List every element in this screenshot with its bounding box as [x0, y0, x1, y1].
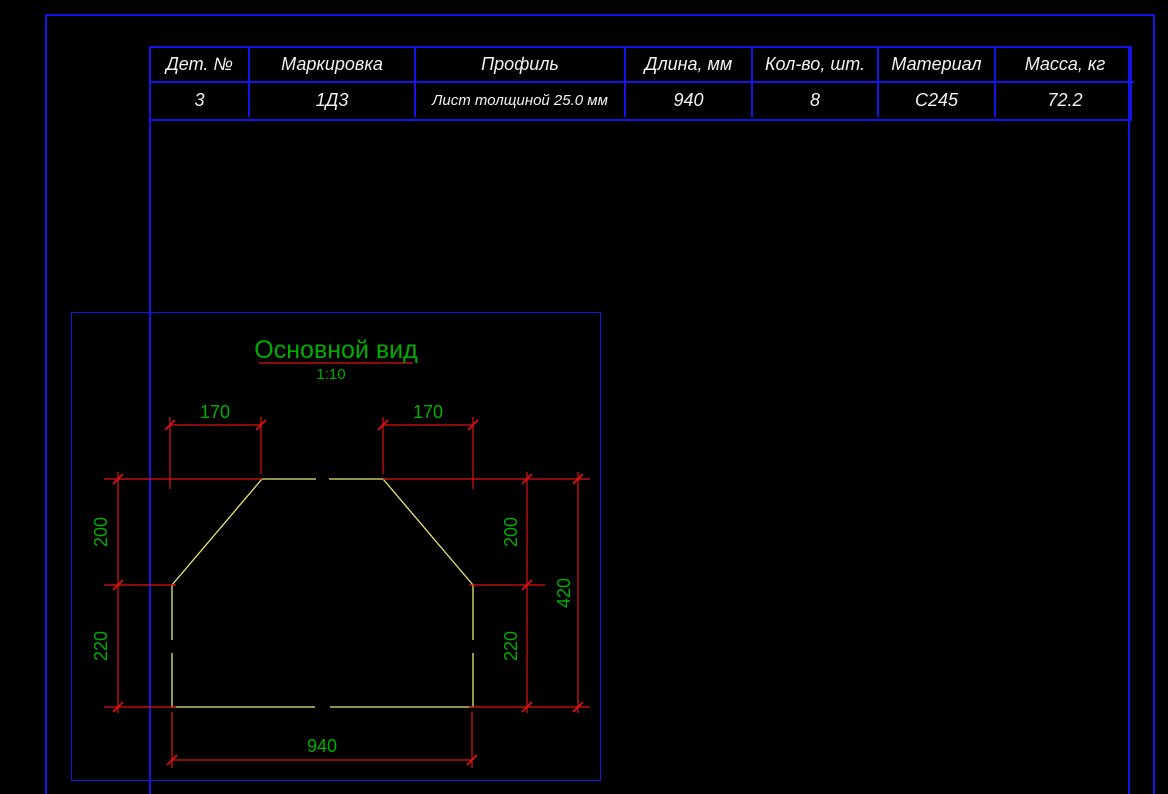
dim-label-top-right: 170 [413, 402, 443, 422]
col-header-marking: Маркировка [250, 48, 416, 83]
cell-marking: 1Д3 [250, 83, 416, 117]
dim-label-top-left: 170 [200, 402, 230, 422]
dim-label-right-lower: 220 [501, 631, 521, 661]
cell-det-no: 3 [151, 83, 250, 117]
outer-frame-top [45, 14, 1155, 16]
table-right-border-line [1128, 47, 1130, 794]
view-scale: 1:10 [316, 366, 345, 383]
col-header-det-no: Дет. № [151, 48, 250, 83]
col-header-quantity: Кол-во, шт. [753, 48, 879, 83]
dimension-lines [104, 362, 590, 768]
cell-mass: 72.2 [1047, 89, 1083, 110]
dim-label-left-upper: 200 [91, 517, 111, 547]
table-left-border-line [149, 47, 151, 794]
outer-frame-left [45, 14, 47, 794]
col-header-profile: Профиль [416, 48, 626, 83]
col-header-mass: Масса, кг [996, 48, 1134, 83]
parts-table: Дет. № Маркировка Профиль Длина, мм Кол-… [149, 46, 1134, 121]
cell-quantity: 8 [753, 83, 879, 117]
cell-material: С245 [879, 83, 996, 117]
dimension-ticks [112, 419, 584, 766]
view-title: Основной вид [254, 336, 418, 364]
view-frame [71, 312, 601, 781]
dim-label-left-lower: 220 [91, 631, 111, 661]
part-outline [171, 478, 474, 708]
col-header-length: Длина, мм [626, 48, 753, 83]
outer-frame-right [1153, 14, 1155, 794]
col-header-material: Материал [879, 48, 996, 83]
dim-label-right-total: 420 [554, 578, 574, 608]
dim-label-right-upper: 200 [501, 517, 521, 547]
cell-length: 940 [626, 83, 753, 117]
dim-label-bottom: 940 [307, 736, 337, 756]
cell-profile: Лист толщиной 25.0 мм [416, 83, 626, 117]
